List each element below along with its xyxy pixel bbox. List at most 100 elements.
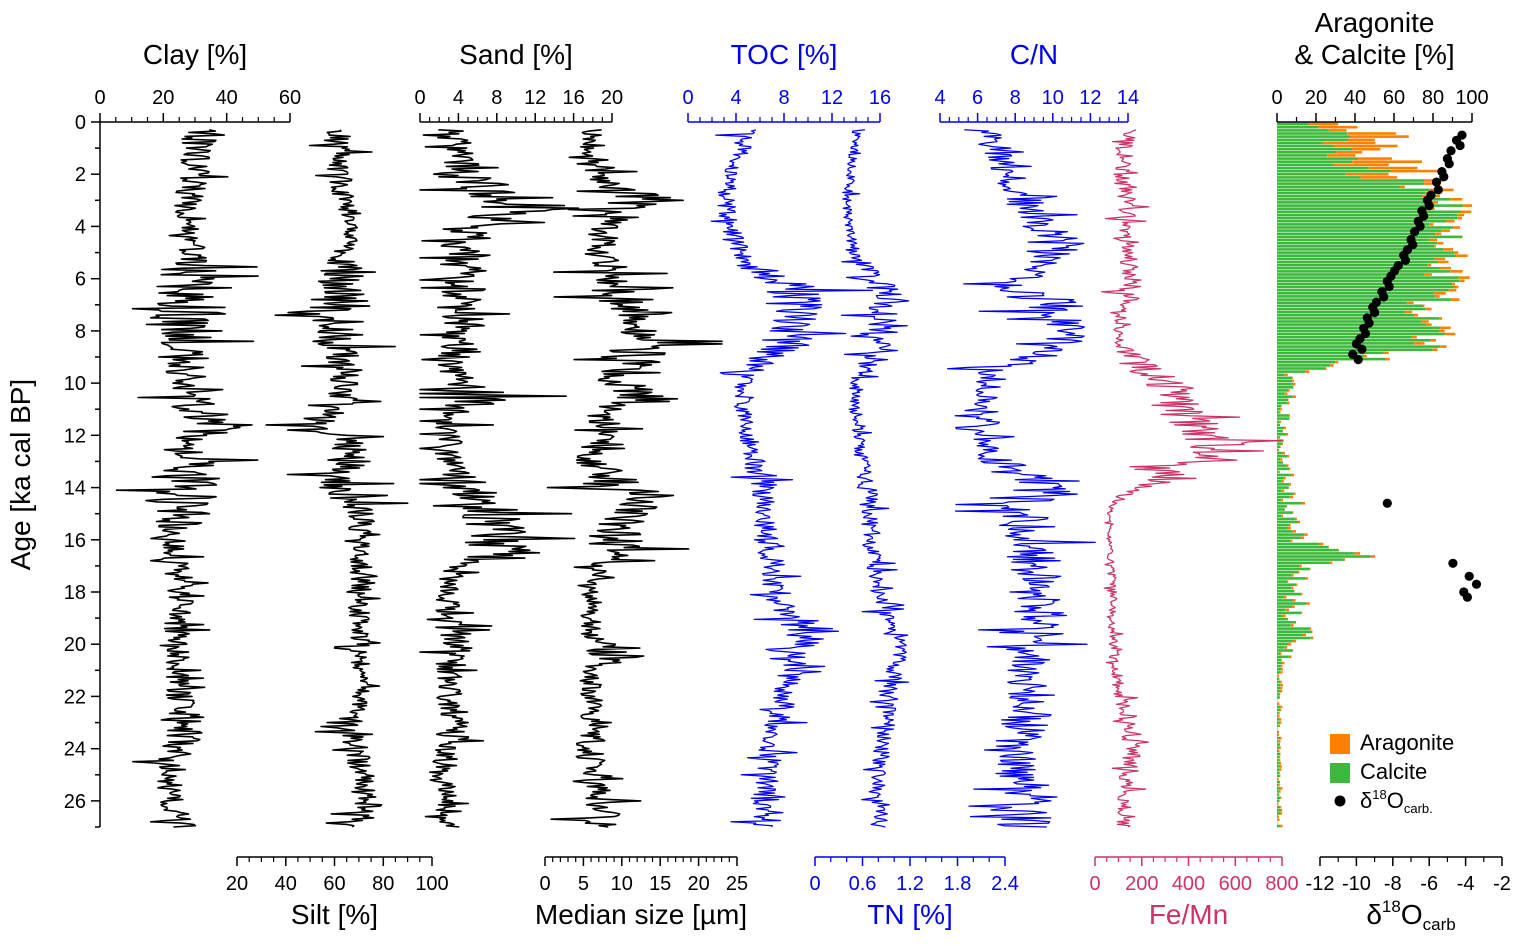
tn-tick-label: 0.6 [849,873,877,895]
cn-title: C/N [1010,39,1058,70]
age-tick-label: 0 [75,112,86,134]
cn-axis: 4 6 8 10 12 14 C/N [934,39,1139,123]
age-tick-label: 14 [64,478,86,500]
clay-axis: 0 20 40 60 Clay [%] [94,39,301,123]
legend-swatch [1330,763,1350,783]
tn-axis: 0 0.6 1.2 1.8 2.4 TN [%] [809,856,1019,930]
age-tick-label: 18 [64,582,86,604]
median-tick-label: 5 [578,873,589,895]
legend-label: Calcite [1360,759,1427,784]
carb-tick-label: 80 [1422,87,1444,109]
sand-tick-label: 4 [453,87,464,109]
tn-tick-label: 1.8 [944,873,972,895]
legend-dot-swatch [1334,795,1346,807]
cn-tick-label: 14 [1117,87,1139,109]
sand-series [419,129,580,828]
clay-series [115,129,259,828]
silt-tick-label: 60 [323,873,345,895]
cn-tick-label: 10 [1042,87,1064,109]
age-tick-label: 22 [64,686,86,708]
age-tick-label: 8 [75,321,86,343]
age-tick-label: 4 [75,216,86,238]
silt-axis: 20 40 60 80 100 Silt [%] [226,856,449,930]
tn-tick-label: 1.2 [896,873,924,895]
median-tick-label: 10 [611,873,633,895]
tn-tick-label: 2.4 [991,873,1019,895]
age-tick-label: 16 [64,530,86,552]
toc-tick-label: 4 [730,87,741,109]
age-tick-label: 20 [64,634,86,656]
d18o-tick-label: -12 [1306,873,1335,895]
tn-title: TN [%] [867,899,953,930]
tn-series [840,129,910,828]
median-tick-label: 25 [726,873,748,895]
median-title: Median size [µm] [535,899,747,930]
carb-tick-label: 20 [1305,87,1327,109]
femn-axis: 0 200 400 600 800 Fe/Mn [1089,856,1299,930]
d18o-tick-label: -2 [1493,873,1511,895]
d18o-tick-label: -6 [1420,873,1438,895]
legend-swatch [1330,734,1350,754]
silt-title: Silt [%] [291,899,378,930]
toc-tick-label: 16 [869,87,891,109]
carb-tick-label: 100 [1455,87,1488,109]
median-axis: 0 5 10 15 20 25 Median size [µm] [535,856,748,930]
femn-tick-label: 0 [1089,873,1100,895]
d18o-title: δ18Ocarb [1366,897,1455,934]
d18o-tick-label: -10 [1342,873,1371,895]
toc-series [710,129,873,828]
median-tick-label: 20 [687,873,709,895]
femn-tick-label: 200 [1125,873,1158,895]
legend: Aragonite Calcite δ18Ocarb. [1330,730,1454,816]
femn-tick-label: 600 [1219,873,1252,895]
carb-tick-label: 0 [1271,87,1282,109]
tn-tick-label: 0 [809,873,820,895]
age-tick-label: 6 [75,269,86,291]
clay-title: Clay [%] [143,39,247,70]
silt-tick-label: 80 [372,873,394,895]
d18o-points [1348,130,1482,602]
median-tick-label: 15 [649,873,671,895]
carb-tick-label: 40 [1344,87,1366,109]
sand-axis: 0 4 8 12 16 20 Sand [%] [414,39,623,123]
age-tick-label: 24 [64,739,86,761]
age-axis-title: Age [ka cal BP] [5,379,36,570]
sand-tick-label: 16 [562,87,584,109]
silt-tick-label: 40 [275,873,297,895]
carb-axis: 0 20 40 60 80 100 Aragonite& Calcite [%] [1271,7,1489,123]
carb-title: Aragonite [1315,7,1435,38]
median-tick-label: 0 [539,873,550,895]
toc-title: TOC [%] [731,39,838,70]
cn-tick-label: 6 [972,87,983,109]
cn-series [946,129,1096,828]
carb-tick-label: 60 [1383,87,1405,109]
d18o-tick-label: -8 [1384,873,1402,895]
d18o-tick-label: -4 [1457,873,1475,895]
toc-tick-label: 8 [778,87,789,109]
sand-tick-label: 12 [524,87,546,109]
clay-tick-label: 60 [279,87,301,109]
clay-tick-label: 0 [94,87,105,109]
sand-tick-label: 20 [601,87,623,109]
femn-title: Fe/Mn [1149,899,1228,930]
femn-series [1101,129,1283,828]
median-series [546,129,723,828]
silt-series [265,129,409,828]
d18o-axis: -12 -10 -8 -6 -4 -2 δ18Ocarb [1306,856,1511,934]
toc-tick-label: 0 [682,87,693,109]
sand-tick-label: 0 [414,87,425,109]
toc-axis: 0 4 8 12 16 TOC [%] [682,39,891,123]
femn-tick-label: 400 [1172,873,1205,895]
carb-title-2: & Calcite [%] [1294,39,1454,70]
age-tick-label: 26 [64,791,86,813]
silt-tick-label: 20 [226,873,248,895]
silt-tick-label: 100 [415,873,448,895]
toc-tick-label: 12 [821,87,843,109]
sand-title: Sand [%] [459,39,573,70]
cn-tick-label: 12 [1079,87,1101,109]
age-tick-label: 12 [64,425,86,447]
cn-tick-label: 8 [1010,87,1021,109]
clay-tick-label: 20 [152,87,174,109]
